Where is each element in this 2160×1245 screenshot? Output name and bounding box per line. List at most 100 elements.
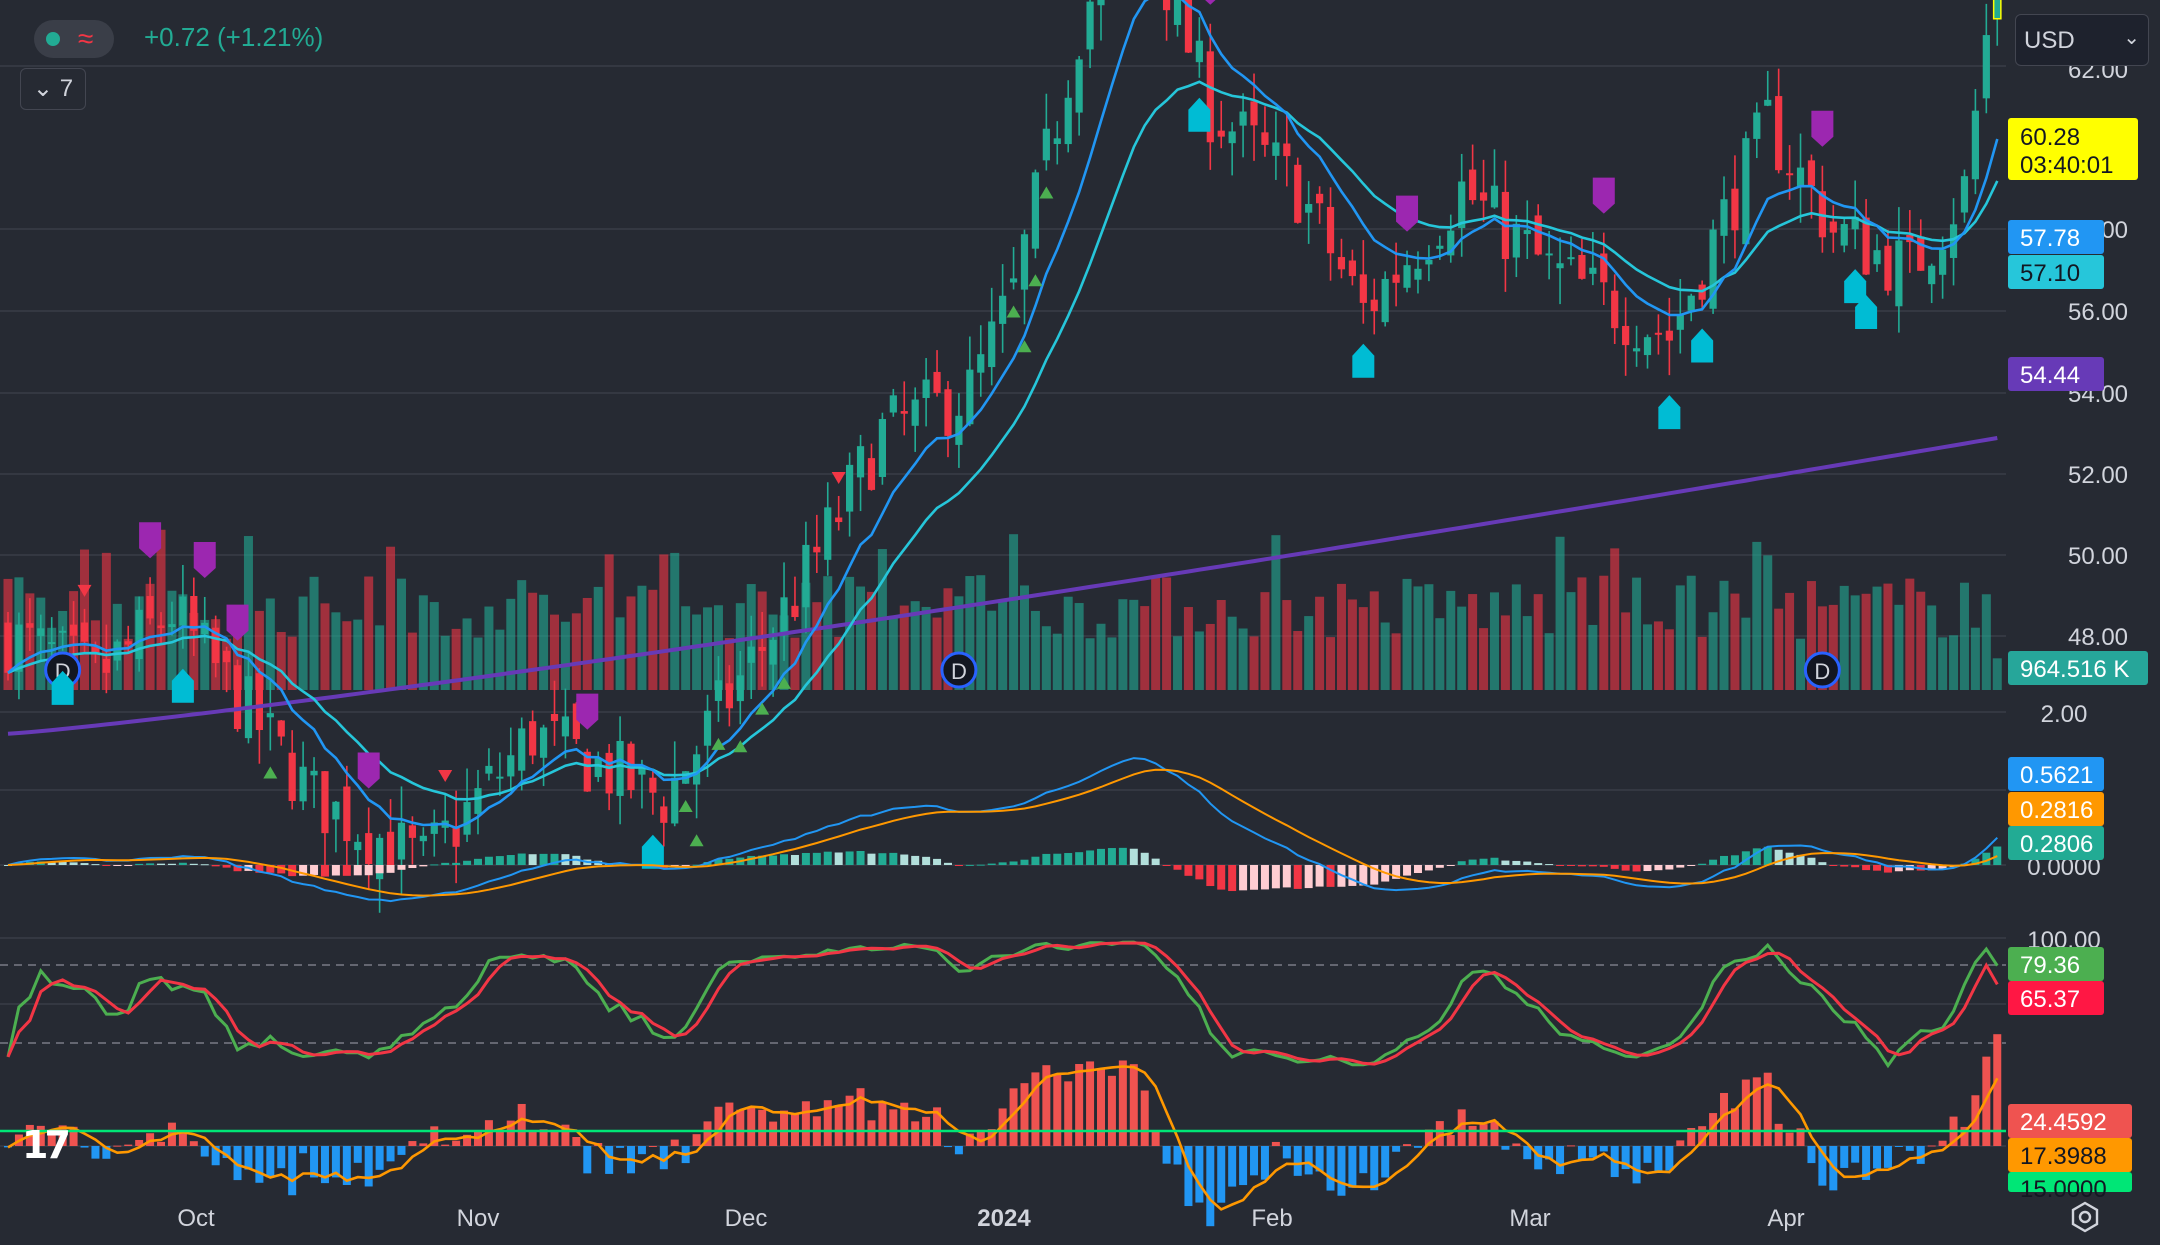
- candle-body: [113, 641, 121, 661]
- volume-bar: [484, 606, 494, 690]
- candle-body: [1272, 142, 1280, 156]
- macd-histogram-bar: [342, 865, 351, 876]
- dividend-marker-circle: [1803, 651, 1841, 689]
- osc-histogram-bar: [1162, 1146, 1171, 1164]
- volume-bar: [1402, 578, 1412, 690]
- volume-bar: [1632, 577, 1642, 690]
- candle-body: [48, 642, 56, 645]
- volume-bar: [473, 637, 483, 690]
- osc-histogram-bar: [878, 1102, 887, 1146]
- up-triangle-marker: [777, 676, 792, 689]
- osc-histogram-bar: [113, 1145, 122, 1147]
- macd-histogram-bar: [889, 852, 898, 865]
- candle-body: [561, 716, 570, 737]
- up-triangle-marker: [263, 766, 278, 779]
- macd-histogram-bar: [528, 854, 537, 865]
- candle-body: [1228, 131, 1236, 144]
- osc-level-tag-bg: [2008, 1172, 2132, 1192]
- macd-histogram-bar: [1621, 865, 1630, 871]
- volume-bar: [812, 602, 822, 690]
- macd-histogram-bar: [1403, 865, 1412, 876]
- osc-histogram-bar: [1271, 1141, 1280, 1146]
- price-axis-tick: 56.00: [2068, 299, 2128, 326]
- macd-histogram-bar: [1862, 865, 1871, 871]
- osc-histogram-bar: [135, 1139, 144, 1146]
- macd-histogram-bar: [1457, 861, 1466, 865]
- macd-histogram-bar: [1195, 865, 1204, 880]
- down-triangle-marker: [77, 584, 92, 597]
- volume-bar: [309, 576, 319, 690]
- settings-icon[interactable]: [2068, 1200, 2102, 1234]
- volume-bar: [1271, 535, 1281, 690]
- candle-body: [1261, 132, 1269, 145]
- volume-bar: [495, 629, 505, 690]
- macd-histogram-bar: [550, 853, 559, 865]
- osc-histogram-bar: [1545, 1146, 1554, 1160]
- macd-histogram-bar: [1042, 853, 1051, 865]
- volume-bar: [1861, 593, 1871, 690]
- candle-body: [813, 546, 821, 553]
- volume-bar: [1380, 622, 1390, 690]
- currency-select[interactable]: USD ⌄: [2015, 14, 2149, 66]
- macd-histogram-bar: [310, 865, 319, 875]
- volume-bar: [834, 636, 844, 690]
- buy-flag-marker: [1855, 295, 1878, 330]
- macd-histogram-bar: [1741, 851, 1750, 865]
- candle-body: [365, 833, 373, 864]
- time-axis-label: Apr: [1767, 1205, 1804, 1232]
- volume-bar: [1817, 606, 1827, 690]
- stoch-k-tag: 79.36: [2008, 947, 2104, 981]
- osc-histogram-bar: [517, 1103, 526, 1146]
- candle-body: [408, 825, 417, 838]
- macd-histogram-bar: [1239, 865, 1248, 891]
- volume-bar: [1030, 610, 1040, 690]
- up-triangle-marker: [1017, 340, 1032, 353]
- candle-body: [124, 641, 132, 645]
- macd-histogram-bar: [1282, 865, 1291, 888]
- volume-bar: [1162, 577, 1172, 690]
- volume-bar: [1850, 595, 1860, 690]
- osc-histogram-bar: [342, 1146, 351, 1185]
- candle-body: [1316, 193, 1324, 204]
- macd-histogram-bar: [211, 865, 220, 867]
- candle-body: [496, 776, 504, 779]
- collapse-indicators-button[interactable]: ⌄ 7: [20, 68, 86, 110]
- osc-histogram-bar: [648, 1145, 657, 1147]
- osc-histogram-bar: [1796, 1128, 1805, 1146]
- macd-histogram-bar: [845, 851, 854, 865]
- volume-bar: [1566, 592, 1576, 690]
- candle-body: [1184, 0, 1193, 53]
- volume-bar: [233, 612, 243, 690]
- macd-histogram-bar: [954, 865, 963, 866]
- candle-body: [736, 675, 744, 702]
- osc-histogram-bar: [1643, 1146, 1652, 1163]
- candle-body: [660, 806, 668, 823]
- volume-bar: [1293, 631, 1303, 690]
- osc-histogram-bar: [747, 1107, 756, 1146]
- macd-histogram-bar: [1435, 865, 1444, 868]
- volume-bar: [429, 602, 439, 690]
- volume-bar: [1774, 608, 1784, 690]
- macd-histogram-bar: [1796, 854, 1805, 865]
- candle-body: [1709, 229, 1717, 309]
- volume-bar: [1238, 628, 1248, 690]
- osc-histogram-bar: [222, 1146, 231, 1159]
- macd-histogram-bar: [1730, 855, 1739, 865]
- candle-body: [1720, 199, 1728, 236]
- sell-flag-marker: [139, 522, 162, 559]
- volume-bar: [1216, 599, 1226, 690]
- osc-histogram-bar: [1446, 1135, 1455, 1146]
- volume-bar: [1686, 575, 1696, 690]
- market-status-badge[interactable]: ≈: [34, 20, 114, 58]
- volume-bar: [1675, 585, 1685, 690]
- candle-body: [1250, 101, 1258, 126]
- macd-histogram-bar: [441, 862, 450, 865]
- candle-body: [1075, 59, 1083, 113]
- macd-histogram-bar: [255, 865, 264, 873]
- macd-histogram-bar: [386, 865, 395, 873]
- osc-histogram-bar: [353, 1146, 362, 1163]
- candle-body: [944, 389, 952, 436]
- macd-histogram-bar: [167, 863, 176, 865]
